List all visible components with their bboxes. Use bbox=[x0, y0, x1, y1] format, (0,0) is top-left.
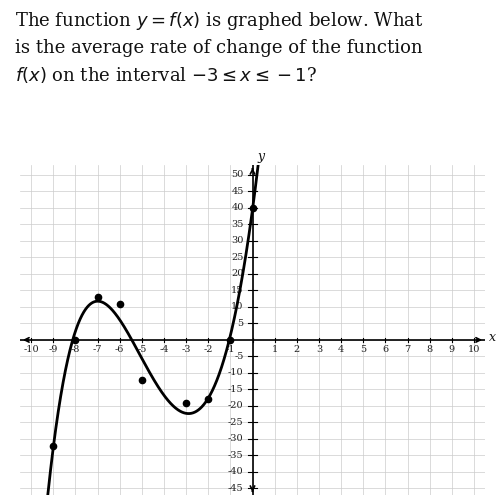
Text: 20: 20 bbox=[232, 270, 243, 278]
Text: 8: 8 bbox=[426, 345, 432, 354]
Text: -45: -45 bbox=[228, 484, 244, 493]
Text: -15: -15 bbox=[228, 385, 244, 394]
Text: -2: -2 bbox=[204, 345, 213, 354]
Text: -20: -20 bbox=[228, 402, 244, 410]
Text: 45: 45 bbox=[232, 187, 243, 196]
Text: 30: 30 bbox=[232, 236, 243, 246]
Text: 35: 35 bbox=[232, 220, 243, 229]
Text: 7: 7 bbox=[404, 345, 410, 354]
Text: The function $y = f(x)$ is graphed below. What
is the average rate of change of : The function $y = f(x)$ is graphed below… bbox=[15, 10, 424, 85]
Text: 5: 5 bbox=[360, 345, 366, 354]
Text: -10: -10 bbox=[228, 368, 244, 378]
Text: 10: 10 bbox=[468, 345, 480, 354]
Text: 15: 15 bbox=[232, 286, 243, 295]
Text: -6: -6 bbox=[115, 345, 124, 354]
Text: 25: 25 bbox=[232, 253, 243, 262]
Text: -3: -3 bbox=[182, 345, 191, 354]
Text: 10: 10 bbox=[232, 302, 243, 312]
Text: 50: 50 bbox=[232, 170, 243, 179]
Text: -1: -1 bbox=[226, 345, 235, 354]
Text: 6: 6 bbox=[382, 345, 388, 354]
Text: -5: -5 bbox=[137, 345, 146, 354]
Text: -10: -10 bbox=[24, 345, 39, 354]
Text: -5: -5 bbox=[234, 352, 244, 361]
Text: 2: 2 bbox=[294, 345, 300, 354]
Text: 5: 5 bbox=[238, 319, 244, 328]
Text: 3: 3 bbox=[316, 345, 322, 354]
Text: 9: 9 bbox=[448, 345, 455, 354]
Text: x: x bbox=[490, 331, 496, 344]
Text: -40: -40 bbox=[228, 468, 244, 476]
Text: 1: 1 bbox=[272, 345, 278, 354]
Text: -35: -35 bbox=[228, 451, 244, 460]
Text: y: y bbox=[258, 150, 265, 164]
Text: -9: -9 bbox=[48, 345, 58, 354]
Text: -7: -7 bbox=[93, 345, 102, 354]
Text: 4: 4 bbox=[338, 345, 344, 354]
Text: -4: -4 bbox=[159, 345, 168, 354]
Text: -30: -30 bbox=[228, 434, 244, 444]
Text: 40: 40 bbox=[232, 204, 243, 212]
Text: -8: -8 bbox=[70, 345, 80, 354]
Text: -25: -25 bbox=[228, 418, 244, 427]
